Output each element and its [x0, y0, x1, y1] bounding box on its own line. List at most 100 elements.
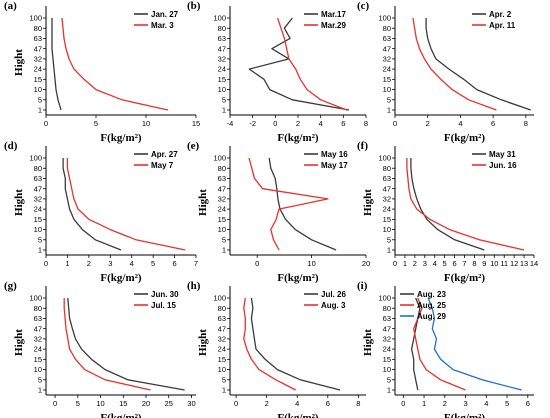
chart-panel-3: (c)0 2 4 6 81510152432476380100F(kg/m²)Apr. … — [357, 0, 534, 144]
y-tick-label: 47 — [383, 184, 391, 193]
y-tick-label: 15 — [383, 75, 391, 84]
legend-label: Jul. 15 — [151, 301, 176, 310]
x-tick-label: 2 — [296, 119, 300, 128]
x-axis-title: F(kg/m²) — [444, 412, 486, 418]
legend-label: Apr. 27 — [151, 150, 178, 159]
y-tick-label: 1 — [222, 246, 226, 255]
y-tick-label: 32 — [34, 54, 42, 63]
x-tick-label: 0 — [273, 119, 277, 128]
x-tick-label: 7 — [194, 259, 198, 268]
legend-label: May 17 — [321, 161, 348, 170]
y-tick-label: 24 — [218, 345, 226, 354]
y-tick-label: 32 — [218, 194, 226, 203]
x-tick-label: 1 — [403, 259, 407, 268]
series-line-2 — [413, 297, 466, 391]
y-tick-label: 5 — [387, 375, 391, 384]
y-tick-label: 47 — [34, 44, 42, 53]
y-tick-label: 80 — [218, 24, 226, 33]
y-tick-label: 10 — [218, 85, 226, 94]
y-tick-label: 10 — [383, 225, 391, 234]
y-tick-label: 24 — [34, 345, 42, 354]
y-tick-label: 1 — [387, 106, 391, 115]
series-line-3 — [427, 297, 522, 391]
legend-label: Apr. 2 — [489, 10, 512, 19]
y-tick-label: 63 — [218, 174, 226, 183]
y-tick-label: 32 — [383, 194, 391, 203]
series-line-2 — [248, 157, 329, 251]
x-tick-label: -4 — [227, 119, 234, 128]
panel-label: (h) — [187, 280, 201, 292]
x-axis-title: F(kg/m²) — [277, 132, 319, 144]
y-tick-label: 10 — [34, 85, 42, 94]
y-tick-label: 63 — [383, 34, 391, 43]
x-tick-label: 15 — [119, 399, 127, 408]
y-tick-label: 15 — [218, 215, 226, 224]
x-tick-label: 25 — [165, 399, 173, 408]
x-tick-label: 2 — [426, 119, 430, 128]
x-tick-label: 0 — [44, 119, 48, 128]
x-tick-label: 10 — [96, 399, 104, 408]
series-line-2 — [406, 158, 525, 251]
y-tick-label: 100 — [29, 14, 42, 23]
x-tick-label: 6 — [172, 259, 176, 268]
legend-label: Aug. 23 — [417, 290, 446, 299]
legend-label: Mar. 3 — [151, 21, 174, 30]
y-tick-label: 24 — [218, 65, 226, 74]
y-tick-label: 1 — [222, 386, 226, 395]
y-tick-label: 63 — [34, 174, 42, 183]
y-tick-label: 80 — [383, 304, 391, 313]
x-axis-title: F(kg/m²) — [277, 412, 319, 418]
x-tick-label: 14 — [530, 259, 538, 268]
x-tick-label: 0 — [393, 119, 397, 128]
y-tick-label: 80 — [34, 24, 42, 33]
y-tick-label: 5 — [38, 95, 42, 104]
y-tick-label: 32 — [218, 334, 226, 343]
panel-label: (b) — [187, 0, 201, 12]
y-tick-label: 80 — [34, 164, 42, 173]
chart-panel-8: (h)0 2 4 6 81510152432476380100F(kg/m²)Hight… — [187, 280, 366, 418]
series-line-1 — [425, 18, 531, 111]
legend-label: Aug. 29 — [417, 312, 446, 321]
y-tick-label: 80 — [34, 304, 42, 313]
series-line-2 — [66, 158, 186, 251]
y-tick-label: 10 — [34, 225, 42, 234]
y-tick-label: 15 — [218, 75, 226, 84]
x-tick-label: 4 — [458, 119, 462, 128]
y-tick-label: 63 — [34, 314, 42, 323]
x-axis-title: F(kg/m²) — [100, 412, 142, 418]
chart-panel-7: (g)0 5 10 15 20 25 301510152432476380100F(kg/m… — [4, 280, 196, 418]
y-tick-label: 47 — [218, 324, 226, 333]
x-tick-label: 8 — [364, 119, 368, 128]
x-tick-label: 3 — [423, 259, 427, 268]
legend-label: Jun. 30 — [151, 290, 179, 299]
x-tick-label: 13 — [520, 259, 528, 268]
x-tick-label: 5 — [94, 119, 98, 128]
chart-panel-4: (d)0 1 2 3 4 5 6 71510152432476380100F(kg/m²)Hi… — [4, 140, 198, 284]
x-tick-label: 9 — [482, 259, 486, 268]
y-tick-label: 1 — [38, 246, 42, 255]
y-tick-label: 1 — [222, 106, 226, 115]
y-tick-label: 5 — [38, 375, 42, 384]
panel-label: (a) — [4, 0, 17, 12]
legend-label: Aug. 25 — [417, 301, 446, 310]
y-axis-title: Hight — [13, 329, 25, 356]
series-line-2 — [61, 17, 169, 111]
y-tick-label: 100 — [213, 154, 226, 163]
legend-label: Jan. 27 — [151, 10, 179, 19]
y-tick-label: 63 — [34, 34, 42, 43]
y-tick-label: 100 — [29, 294, 42, 303]
y-tick-label: 32 — [383, 334, 391, 343]
x-tick-label: 6 — [326, 399, 330, 408]
x-tick-label: 8 — [356, 399, 360, 408]
y-tick-label: 100 — [29, 154, 42, 163]
y-tick-label: 1 — [387, 386, 391, 395]
y-tick-label: 24 — [383, 345, 391, 354]
x-axis-title: F(kg/m²) — [444, 272, 486, 284]
series-line-1 — [248, 17, 350, 111]
y-tick-label: 5 — [38, 235, 42, 244]
y-tick-label: 15 — [383, 355, 391, 364]
x-tick-label: 10 — [142, 119, 150, 128]
x-tick-label: 10 — [490, 259, 498, 268]
x-tick-label: 7 — [462, 259, 466, 268]
